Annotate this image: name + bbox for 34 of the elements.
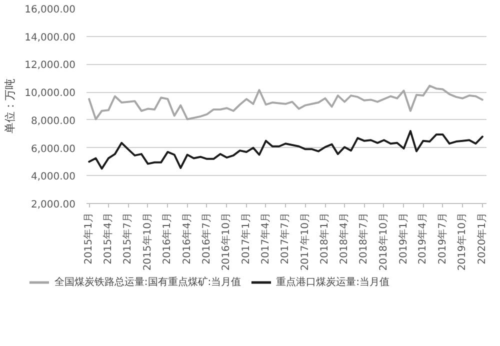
x-tick-label: 2015年4月	[102, 212, 114, 264]
x-tick-label: 2018年7月	[358, 212, 370, 264]
y-tick-label: 2,000.00	[30, 200, 76, 210]
x-tick-label: 2017年7月	[279, 212, 292, 264]
line-series	[88, 84, 484, 120]
y-tick-label: 6,000.00	[30, 144, 76, 155]
x-tick-label: 2016年4月	[180, 212, 193, 264]
x-tick-label: 2015年10月	[141, 212, 154, 271]
y-tick-label: 12,000.00	[24, 60, 76, 72]
x-tick-label: 2018年4月	[338, 212, 350, 264]
line-series	[88, 130, 484, 170]
x-tick-label: 2019年10月	[456, 212, 468, 271]
legend-label: 全国煤炭铁路总运量:国有重点煤矿:当月值	[54, 276, 242, 289]
legend-label: 重点港口煤炭运量:当月值	[276, 276, 390, 289]
y-axis-title: 单位：万吨	[4, 78, 17, 134]
x-tick-label: 2016年7月	[200, 212, 212, 264]
y-tick-label: 14,000.00	[24, 32, 76, 44]
x-tick-label: 2019年7月	[436, 212, 448, 264]
y-tick-label: 16,000.00	[24, 4, 76, 16]
x-tick-label: 2018年10月	[377, 212, 390, 271]
x-tick-label: 2017年4月	[259, 212, 272, 264]
y-tick-label: 4,000.00	[30, 172, 76, 183]
x-tick-label: 2016年1月	[161, 212, 174, 264]
x-tick-label: 2017年1月	[240, 212, 252, 264]
y-tick-label: 10,000.00	[24, 88, 76, 100]
x-tick-label: 2020年1月	[476, 212, 488, 264]
x-tick-label: 2016年10月	[220, 212, 232, 271]
x-tick-label: 2018年1月	[318, 212, 331, 264]
y-tick-label: 8,000.00	[30, 116, 76, 127]
x-tick-label: 2015年1月	[82, 212, 95, 264]
x-tick-label: 2019年4月	[416, 212, 429, 264]
x-tick-label: 2017年10月	[298, 212, 311, 271]
x-tick-label: 2019年1月	[397, 212, 410, 264]
x-tick-label: 2015年7月	[122, 212, 134, 264]
